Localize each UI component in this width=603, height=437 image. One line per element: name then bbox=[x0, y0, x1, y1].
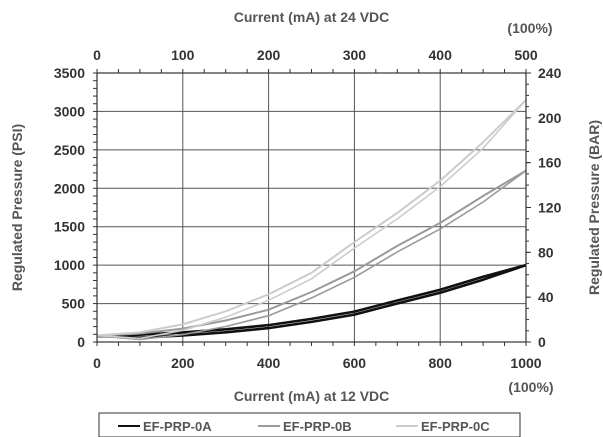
y-left-tick-label: 3500 bbox=[54, 65, 85, 81]
x-bottom-tick-label: 200 bbox=[171, 355, 195, 371]
x-top-tick-label: 300 bbox=[343, 47, 367, 63]
y-left-tick-label: 2500 bbox=[54, 142, 85, 158]
x-bottom-tick-label: 0 bbox=[93, 355, 101, 371]
x-top-tick-label: 500 bbox=[514, 47, 538, 63]
x-top-end-note: (100%) bbox=[507, 20, 552, 36]
y-left-tick-label: 0 bbox=[77, 334, 85, 350]
x-bottom-axis-title: Current (mA) at 12 VDC bbox=[234, 388, 390, 404]
x-bottom-end-note: (100%) bbox=[508, 379, 553, 395]
x-top-tick-label: 400 bbox=[429, 47, 453, 63]
legend-label: EF-PRP-0B bbox=[283, 419, 352, 434]
axis-ticks bbox=[93, 69, 531, 346]
x-top-tick-label: 200 bbox=[257, 47, 281, 63]
y-right-tick-label: 0 bbox=[538, 334, 546, 350]
x-top-axis-title: Current (mA) at 24 VDC bbox=[234, 9, 390, 25]
y-left-tick-label: 3000 bbox=[54, 103, 85, 119]
y-right-tick-label: 80 bbox=[538, 244, 554, 260]
y-left-tick-label: 2000 bbox=[54, 180, 85, 196]
legend-label: EF-PRP-0A bbox=[143, 419, 212, 434]
y-right-tick-label: 40 bbox=[538, 289, 554, 305]
y-left-tick-label: 500 bbox=[62, 296, 86, 312]
y-right-axis-title: Regulated Pressure (BAR) bbox=[586, 120, 602, 295]
y-left-axis-title: Regulated Pressure (PSI) bbox=[9, 124, 25, 291]
y-right-tick-label: 120 bbox=[538, 200, 562, 216]
y-right-tick-label: 200 bbox=[538, 110, 562, 126]
plot-frame bbox=[96, 72, 527, 343]
legend: EF-PRP-0A EF-PRP-0B EF-PRP-0C bbox=[98, 412, 521, 437]
y-right-tick-label: 240 bbox=[538, 65, 562, 81]
series-line-ef-prp-0a-return bbox=[96, 263, 527, 339]
y-left-tick-label: 1500 bbox=[54, 219, 85, 235]
series-line-ef-prp-0b bbox=[96, 169, 527, 337]
legend-box bbox=[98, 412, 521, 437]
series-line-ef-prp-0a bbox=[96, 263, 527, 338]
series-line-ef-prp-0c-return bbox=[96, 99, 527, 340]
legend-label: EF-PRP-0C bbox=[421, 419, 490, 434]
x-bottom-tick-label: 1000 bbox=[510, 355, 541, 371]
x-bottom-tick-label: 600 bbox=[343, 355, 367, 371]
x-top-tick-label: 100 bbox=[171, 47, 195, 63]
x-bottom-tick-label: 400 bbox=[257, 355, 281, 371]
series-line-ef-prp-0b-return bbox=[96, 169, 527, 341]
y-left-tick-label: 1000 bbox=[54, 257, 85, 273]
series-lines bbox=[96, 99, 527, 341]
series-line-ef-prp-0c bbox=[96, 99, 527, 337]
x-top-tick-label: 0 bbox=[93, 47, 101, 63]
y-right-tick-label: 160 bbox=[538, 155, 562, 171]
grid bbox=[97, 73, 526, 342]
x-bottom-tick-label: 800 bbox=[429, 355, 453, 371]
